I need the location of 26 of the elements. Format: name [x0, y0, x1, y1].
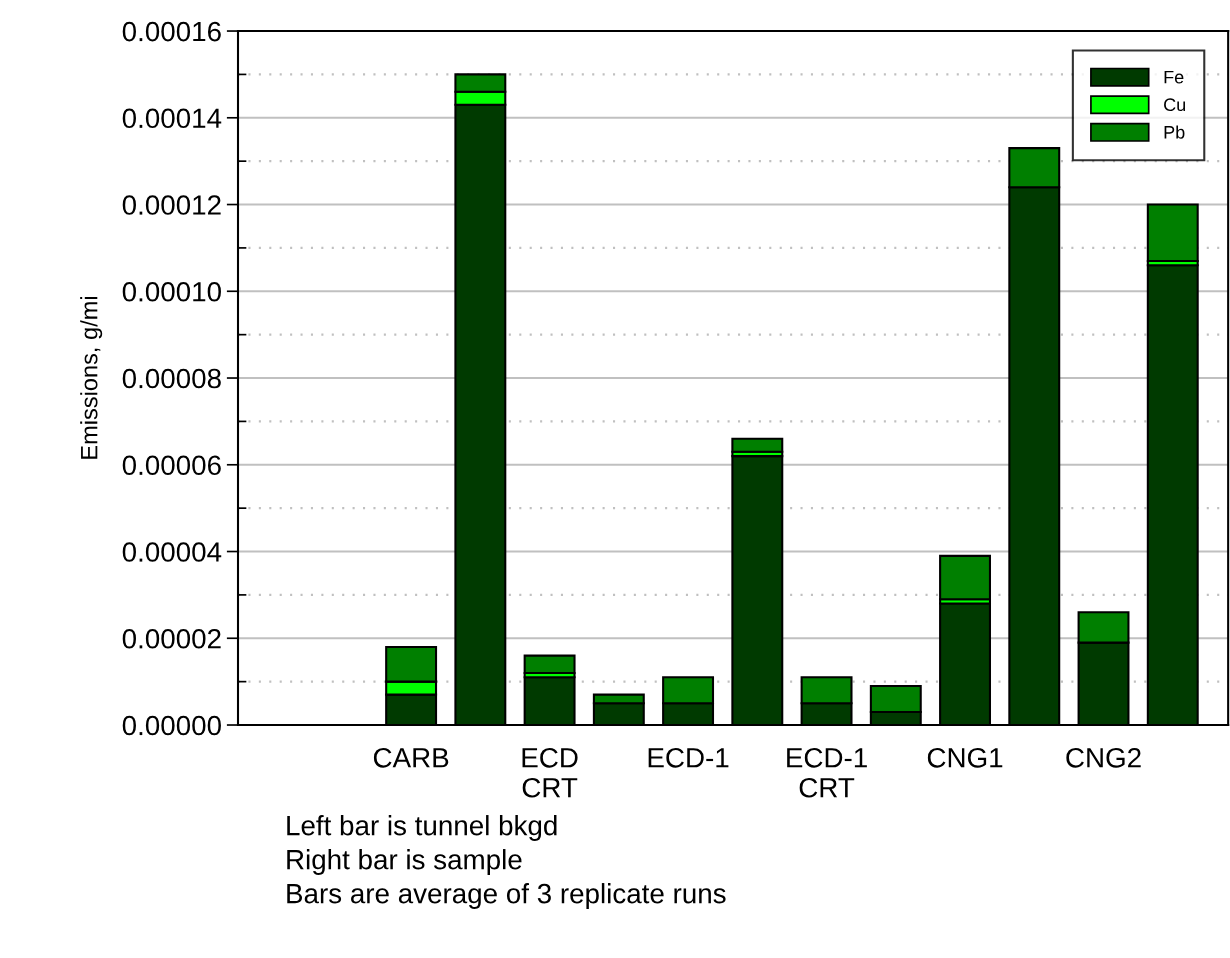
text: Right bar is sample — [287, 849, 522, 875]
bar — [939, 554, 992, 601]
y-tick-label: 0.00002 — [122, 628, 221, 649]
y-tick-label: 0.00014 — [122, 108, 222, 129]
y-tick-label: 0.00010 — [122, 281, 221, 302]
y-tick-label: 0.00016 — [122, 21, 221, 42]
bar — [523, 654, 576, 675]
legend-label: Pb — [1164, 125, 1185, 139]
text: Bars are average of 3 replicate runs — [287, 883, 726, 909]
legend-label: Cu — [1164, 98, 1186, 112]
bar — [1146, 203, 1199, 262]
y-tick-label: 0.00000 — [122, 715, 221, 736]
y-tick-label: 0.00004 — [122, 542, 222, 562]
y-axis-title: Emissions, g/mi — [80, 296, 103, 459]
text: Left bar is tunnel bkgd — [287, 815, 557, 841]
bar — [731, 437, 784, 453]
y-tick-label: 0.00008 — [122, 368, 221, 389]
legend-label: Fe — [1164, 70, 1184, 84]
x-tick-label: ECD-1 CRT — [787, 747, 867, 798]
x-tick-label: CARB — [373, 747, 449, 768]
x-tick-label: ECD-1 — [648, 747, 729, 768]
x-tick-label: CNG2 — [1066, 747, 1141, 768]
y-tick-label: 0.00006 — [122, 455, 221, 476]
y-tick-label: 0.00012 — [122, 195, 221, 215]
x-tick-label: CNG1 — [927, 747, 1003, 768]
x-tick-label: ECD CRT — [522, 747, 578, 798]
